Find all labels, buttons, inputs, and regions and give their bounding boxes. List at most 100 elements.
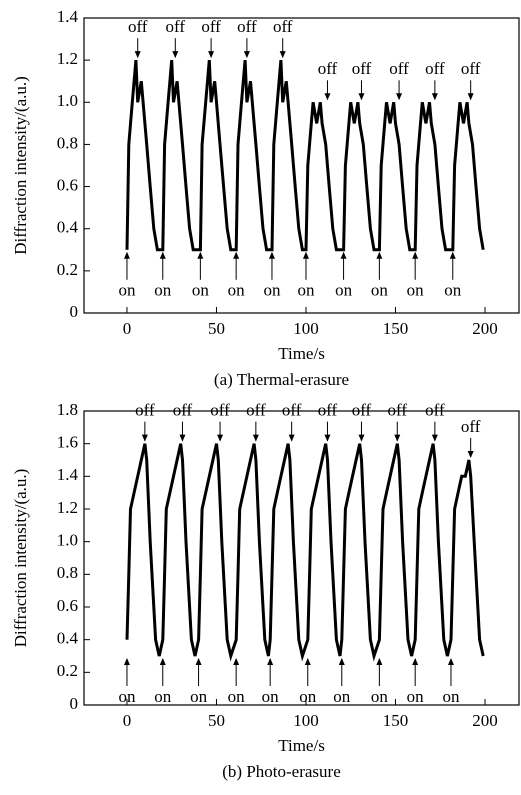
annotation-label: on (444, 281, 462, 300)
annotation: off (135, 401, 155, 442)
annotation-label: off (273, 17, 293, 36)
annotation-label: off (352, 401, 372, 420)
arrow-head (243, 51, 250, 59)
arrow-head (267, 658, 274, 665)
annotation-label: on (297, 281, 315, 300)
annotation-label: off (135, 401, 155, 420)
annotation: off (210, 401, 230, 442)
arrow-head (467, 451, 474, 458)
annotation: off (318, 401, 338, 442)
arrow-head (252, 434, 259, 442)
y-tick-label: 0.4 (57, 629, 79, 648)
annotation: off (173, 401, 193, 442)
x-tick-label: 150 (383, 711, 409, 730)
annotation: off (273, 17, 293, 59)
plot-frame (83, 410, 520, 706)
y-axis-label: Diffraction intensity/(a.u.) (11, 469, 30, 648)
annotation-label: on (335, 281, 353, 300)
annotation: on (299, 658, 317, 706)
x-tick-label: 100 (293, 319, 319, 338)
annotation-label: off (166, 17, 186, 36)
annotation: on (442, 658, 460, 706)
y-tick-label: 1.8 (57, 400, 78, 419)
annotation: off (166, 17, 186, 59)
annotation: on (154, 251, 172, 300)
arrow-head (197, 251, 204, 259)
arrow-head (467, 93, 474, 101)
x-tick-label: 200 (472, 711, 498, 730)
annotation-label: off (210, 401, 230, 420)
annotation: on (335, 251, 353, 300)
annotation: off (318, 59, 338, 101)
annotation-label: off (425, 59, 445, 78)
arrow-head (134, 51, 141, 59)
arrow-head (172, 51, 179, 59)
annotation: on (371, 658, 389, 706)
arrow-head (302, 251, 309, 259)
annotation-label: on (371, 687, 389, 706)
data-line (125, 443, 485, 662)
annotation: off (388, 401, 408, 442)
arrow-head (304, 658, 311, 665)
y-tick-label: 1.4 (57, 7, 79, 26)
arrow-head (447, 658, 454, 665)
annotation-label: on (371, 281, 389, 300)
arrow-head (396, 93, 403, 101)
annotation: on (333, 658, 351, 706)
annotation: off (352, 401, 372, 442)
annotation-label: on (118, 687, 136, 706)
data-line (125, 59, 485, 252)
annotation-label: on (228, 687, 246, 706)
x-tick-label: 50 (208, 319, 225, 338)
arrow-head (412, 658, 419, 665)
x-tick-label: 0 (123, 711, 132, 730)
arrow-head (358, 93, 365, 101)
y-tick-label: 1.4 (57, 465, 79, 484)
annotation-label: on (190, 687, 208, 706)
y-tick-label: 1.2 (57, 49, 78, 68)
annotation-label: off (461, 417, 481, 436)
x-axis-label: Time/s (278, 736, 325, 755)
annotation: on (407, 251, 424, 300)
x-tick-label: 0 (123, 319, 132, 338)
annotation: on (371, 251, 389, 300)
annotation: on (154, 658, 172, 706)
annotation: on (407, 658, 424, 706)
annotation: on (192, 251, 210, 300)
arrow-head (394, 434, 401, 442)
annotation: on (262, 658, 279, 706)
annotation-label: off (282, 401, 302, 420)
annotation-label: off (237, 17, 257, 36)
annotation: off (461, 59, 481, 101)
annotation-label: off (318, 59, 338, 78)
y-tick-label: 1.2 (57, 498, 78, 517)
y-tick-label: 1.6 (57, 433, 78, 452)
annotation-label: off (388, 401, 408, 420)
x-tick-label: 100 (293, 711, 319, 730)
annotation: on (228, 658, 246, 706)
y-tick-label: 0.6 (57, 175, 78, 194)
annotation: on (228, 251, 246, 300)
annotation-label: on (192, 281, 210, 300)
y-tick-label: 0.2 (57, 260, 78, 279)
caption: (a) Thermal-erasure (214, 370, 349, 389)
plot-frame (83, 17, 520, 314)
y-tick-label: 0.6 (57, 596, 78, 615)
arrow-head (268, 251, 275, 259)
arrow-head (141, 434, 148, 442)
y-tick-label: 0.2 (57, 661, 78, 680)
arrow-head (376, 658, 383, 665)
annotation: on (118, 658, 136, 706)
annotation: off (128, 17, 148, 59)
arrow-head (123, 658, 130, 665)
y-tick-label: 1.0 (57, 91, 78, 110)
arrow-head (358, 434, 365, 442)
annotation: off (282, 401, 302, 442)
arrow-head (431, 434, 438, 442)
annotation: off (425, 59, 445, 101)
arrow-head (412, 251, 419, 259)
annotation-label: on (228, 281, 246, 300)
arrow-head (288, 434, 295, 442)
arrow-head (208, 51, 215, 59)
arrow-head (159, 658, 166, 665)
